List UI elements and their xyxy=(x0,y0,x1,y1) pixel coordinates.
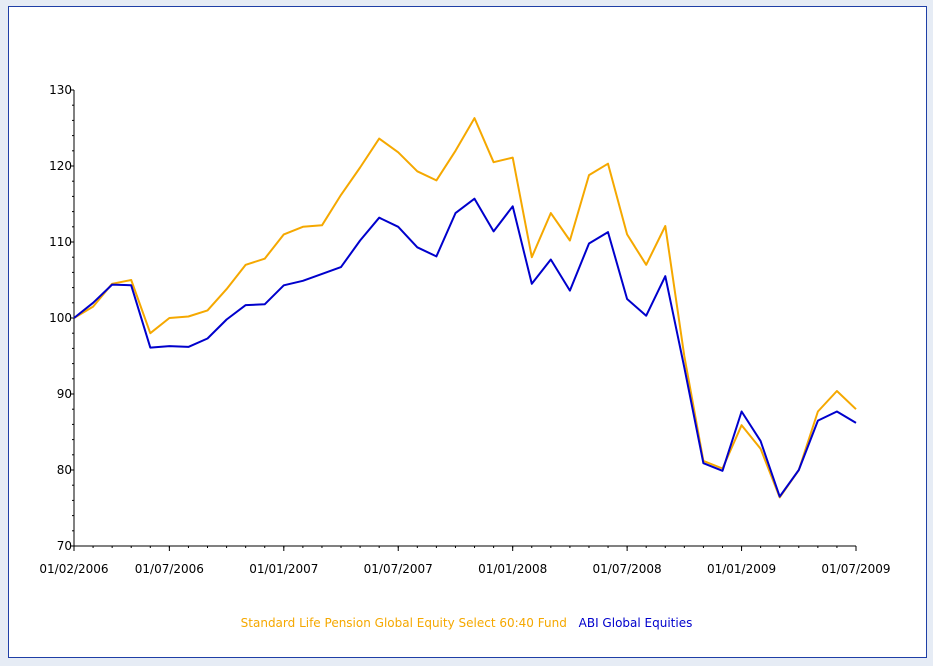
legend: Standard Life Pension Global Equity Sele… xyxy=(0,616,933,630)
y-tick-label: 80 xyxy=(57,463,72,477)
series-line-abi-global xyxy=(73,197,857,498)
y-tick-label: 90 xyxy=(57,387,72,401)
x-tick-label: 01/07/2008 xyxy=(593,562,662,576)
y-tick-label: 110 xyxy=(49,235,72,249)
series-lines xyxy=(73,117,857,499)
series-line-standard-life xyxy=(73,117,857,499)
y-tick-label: 100 xyxy=(49,311,72,325)
x-tick-label: 01/07/2007 xyxy=(364,562,433,576)
y-tick-label: 130 xyxy=(49,83,72,97)
legend-item-abi-global: ABI Global Equities xyxy=(578,616,693,630)
y-tick-label: 120 xyxy=(49,159,72,173)
chart-panel xyxy=(8,6,927,658)
axes: 70 80 90 100 110 120 130 01/02/2006 01/07/2006 01… xyxy=(39,83,890,576)
x-tick-label: 01/01/2008 xyxy=(478,562,547,576)
x-tick-label: 01/01/2009 xyxy=(707,562,776,576)
x-tick-label: 01/01/2007 xyxy=(249,562,318,576)
x-tick-label: 01/07/2006 xyxy=(135,562,204,576)
x-tick-label: 01/02/2006 xyxy=(39,562,108,576)
legend-item-standard-life: Standard Life Pension Global Equity Sele… xyxy=(240,616,567,630)
x-tick-label: 01/07/2009 xyxy=(821,562,890,576)
y-tick-label: 70 xyxy=(57,539,72,553)
